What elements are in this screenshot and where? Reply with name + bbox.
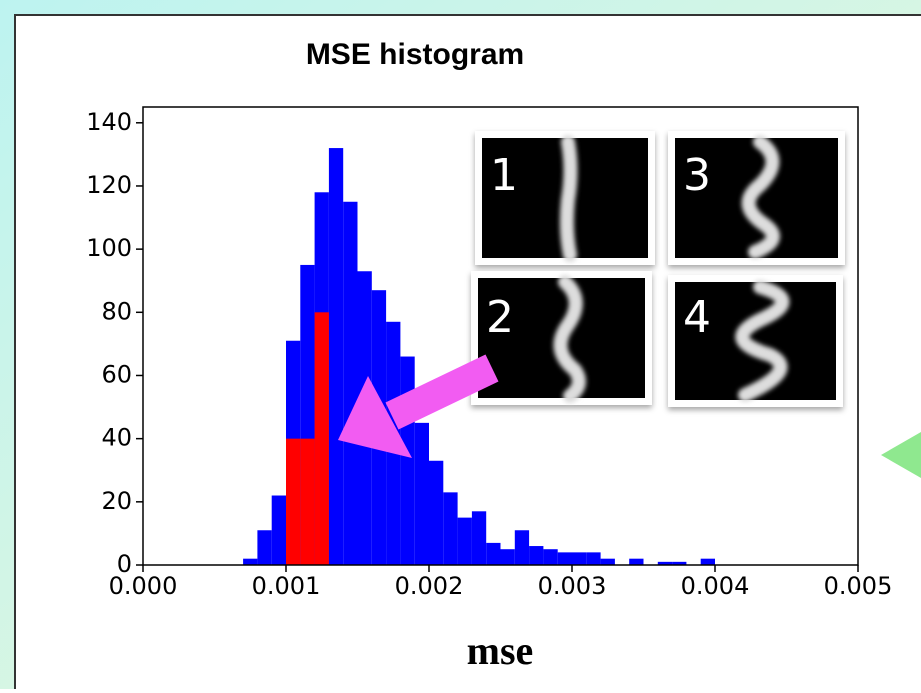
- y-tick-label: 120: [86, 171, 132, 199]
- histogram-bar: [657, 561, 673, 565]
- histogram-bar: [343, 201, 358, 566]
- insets: 1 2 3 4: [471, 131, 845, 407]
- histogram-bar: [700, 558, 715, 565]
- inset-label: 2: [486, 292, 514, 343]
- y-tick-label: 80: [101, 297, 132, 325]
- worm: [741, 135, 780, 259]
- histogram-bar: [443, 492, 458, 565]
- y-tick-label: 100: [86, 234, 132, 262]
- histogram-bar: [586, 552, 601, 565]
- histogram-bar: [243, 558, 258, 565]
- x-axis-label: mse: [467, 628, 534, 673]
- side-triangle: [881, 432, 921, 478]
- arrow-head: [338, 376, 412, 458]
- histogram-bar: [286, 438, 301, 565]
- inset-image: [675, 282, 836, 400]
- y-tick-label: 20: [101, 487, 132, 515]
- worm: [735, 280, 790, 402]
- histogram-bar: [429, 460, 444, 565]
- histogram-bar: [486, 542, 501, 565]
- worm: [559, 135, 578, 262]
- arrow-shaft: [385, 354, 499, 430]
- pointer-arrow: [338, 354, 499, 458]
- histogram-bar: [600, 558, 615, 565]
- histogram-bar: [328, 148, 344, 565]
- x-tick-label: 0.001: [252, 572, 321, 600]
- histogram-bar: [543, 549, 558, 565]
- histogram-bar: [672, 561, 687, 565]
- histogram-bar: [629, 558, 644, 565]
- y-tick-label: 0: [117, 550, 132, 578]
- histogram-bar: [457, 517, 472, 565]
- histogram-bar: [414, 422, 429, 565]
- histogram-bar: [300, 438, 315, 565]
- histogram-bar: [314, 312, 329, 565]
- x-tick-label: 0.005: [824, 572, 893, 600]
- worm-shapes: [553, 135, 790, 403]
- histogram-bar: [557, 552, 572, 565]
- inset-label: 3: [683, 150, 711, 201]
- chart-title: MSE histogram: [306, 38, 524, 71]
- x-tick-label: 0.004: [681, 572, 750, 600]
- inset-label: 4: [683, 292, 711, 343]
- worm: [553, 275, 586, 403]
- inset-label: 1: [490, 150, 518, 201]
- histogram-bar: [271, 495, 286, 565]
- y-tick-label: 40: [101, 424, 132, 452]
- x-tick-label: 0.000: [109, 572, 178, 600]
- histogram-bar: [400, 356, 415, 565]
- histogram-bar: [572, 552, 587, 565]
- histogram-bar: [500, 549, 515, 565]
- histogram-bar: [514, 530, 530, 565]
- axes-frame: [142, 106, 859, 566]
- histogram-bar: [529, 546, 544, 565]
- y-tick-label: 140: [86, 108, 132, 136]
- histogram-bar: [257, 530, 272, 565]
- histogram-bar: [471, 511, 487, 565]
- y-tick-label: 60: [101, 360, 132, 388]
- x-tick-label: 0.003: [538, 572, 607, 600]
- x-tick-label: 0.002: [395, 572, 464, 600]
